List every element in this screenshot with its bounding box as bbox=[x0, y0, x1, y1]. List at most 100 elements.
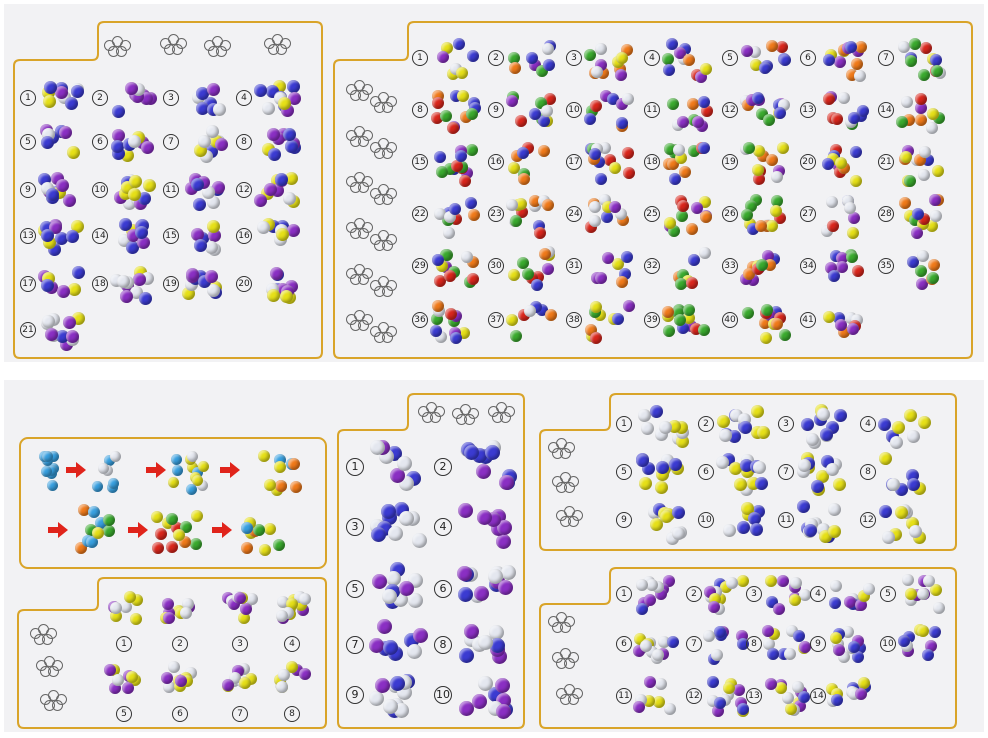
sphere bbox=[175, 675, 187, 687]
figure-number: 2 bbox=[434, 458, 452, 476]
sphere bbox=[390, 468, 405, 483]
sphere-puzzle-figure bbox=[826, 676, 876, 718]
sphere-puzzle-figure bbox=[818, 38, 870, 84]
sphere-puzzle-figure bbox=[506, 38, 558, 84]
sphere bbox=[509, 62, 521, 74]
sphere bbox=[636, 579, 648, 591]
sphere bbox=[831, 694, 843, 706]
outline-sphere bbox=[358, 320, 369, 331]
sphere-puzzle-figure bbox=[662, 246, 714, 292]
sphere bbox=[834, 409, 847, 422]
sphere bbox=[623, 300, 635, 312]
sphere bbox=[542, 199, 554, 211]
sphere bbox=[191, 228, 204, 241]
sphere-cube-outline-icon bbox=[552, 470, 579, 493]
sphere bbox=[622, 93, 634, 105]
sphere-puzzle-figure bbox=[826, 624, 876, 666]
figure-number: 14 bbox=[810, 688, 826, 704]
sphere bbox=[890, 436, 903, 449]
figure-number: 5 bbox=[346, 580, 364, 598]
sphere bbox=[930, 584, 942, 596]
sphere bbox=[287, 224, 300, 237]
sphere bbox=[639, 477, 652, 490]
outline-sphere bbox=[464, 414, 475, 425]
sphere bbox=[879, 505, 892, 518]
sphere bbox=[766, 154, 778, 166]
sphere-puzzle-figure bbox=[254, 172, 302, 212]
figure-number: 22 bbox=[412, 206, 428, 222]
figure-number: 10 bbox=[880, 636, 896, 652]
sphere bbox=[120, 290, 133, 303]
sphere bbox=[458, 503, 473, 518]
figure-number: 10 bbox=[698, 512, 714, 528]
sphere bbox=[382, 589, 397, 604]
sphere bbox=[655, 678, 667, 690]
sphere bbox=[498, 580, 513, 595]
sphere-puzzle-figure bbox=[762, 574, 812, 616]
sphere-puzzle-figure bbox=[220, 660, 260, 696]
sphere bbox=[669, 458, 682, 471]
sphere bbox=[477, 510, 492, 525]
sphere bbox=[517, 257, 529, 269]
figure-number: 2 bbox=[698, 416, 714, 432]
sphere bbox=[644, 594, 656, 606]
figure-number: 11 bbox=[616, 688, 632, 704]
sphere bbox=[698, 96, 710, 108]
sphere bbox=[151, 511, 163, 523]
sphere bbox=[817, 408, 830, 421]
sphere bbox=[274, 461, 286, 473]
sphere-puzzle-figure bbox=[740, 38, 792, 84]
sphere bbox=[623, 167, 635, 179]
sphere bbox=[42, 451, 53, 462]
figure-number: 21 bbox=[878, 154, 894, 170]
sphere bbox=[879, 452, 892, 465]
sphere-puzzle-figure bbox=[368, 562, 430, 614]
sphere-cube-outline-icon bbox=[346, 78, 373, 101]
sphere bbox=[931, 65, 943, 77]
sphere bbox=[466, 144, 478, 156]
sphere bbox=[612, 313, 624, 325]
sphere-puzzle-figure bbox=[506, 246, 558, 292]
sphere bbox=[390, 676, 405, 691]
sphere-puzzle-figure bbox=[110, 172, 158, 212]
sphere bbox=[371, 527, 386, 542]
sphere bbox=[751, 405, 764, 418]
outline-sphere bbox=[358, 90, 369, 101]
sphere-cube-outline-icon bbox=[556, 682, 583, 705]
figure-number: 12 bbox=[860, 512, 876, 528]
sphere bbox=[741, 209, 753, 221]
outline-sphere bbox=[564, 658, 575, 669]
sphere bbox=[799, 641, 811, 653]
sphere bbox=[524, 305, 536, 317]
figure-number: 17 bbox=[20, 276, 36, 292]
sphere-puzzle-figure bbox=[878, 452, 934, 498]
outline-sphere bbox=[172, 44, 183, 55]
sphere bbox=[652, 649, 664, 661]
sphere bbox=[663, 325, 675, 337]
sphere bbox=[506, 95, 518, 107]
sphere bbox=[740, 459, 753, 472]
figure-number: 16 bbox=[236, 228, 252, 244]
sphere-puzzle-figure bbox=[506, 194, 558, 240]
sphere-puzzle-figure bbox=[220, 590, 260, 626]
sphere bbox=[765, 575, 777, 587]
sphere bbox=[739, 421, 752, 434]
arrow-right-icon bbox=[220, 467, 230, 473]
figure-number: 10 bbox=[434, 686, 452, 704]
sphere bbox=[667, 636, 679, 648]
sphere bbox=[456, 67, 468, 79]
sphere bbox=[703, 630, 715, 642]
sphere bbox=[589, 148, 601, 160]
sphere bbox=[273, 539, 285, 551]
outline-sphere bbox=[358, 274, 369, 285]
figure-number: 6 bbox=[434, 580, 452, 598]
figure-number: 2 bbox=[172, 636, 188, 652]
sphere-puzzle-figure bbox=[662, 300, 714, 346]
figure-number: 11 bbox=[778, 512, 794, 528]
sphere bbox=[785, 703, 797, 715]
figure-number: 8 bbox=[434, 636, 452, 654]
sphere bbox=[98, 463, 109, 474]
sphere bbox=[270, 267, 283, 280]
sphere-puzzle-figure bbox=[818, 246, 870, 292]
arrow-head bbox=[76, 462, 86, 478]
